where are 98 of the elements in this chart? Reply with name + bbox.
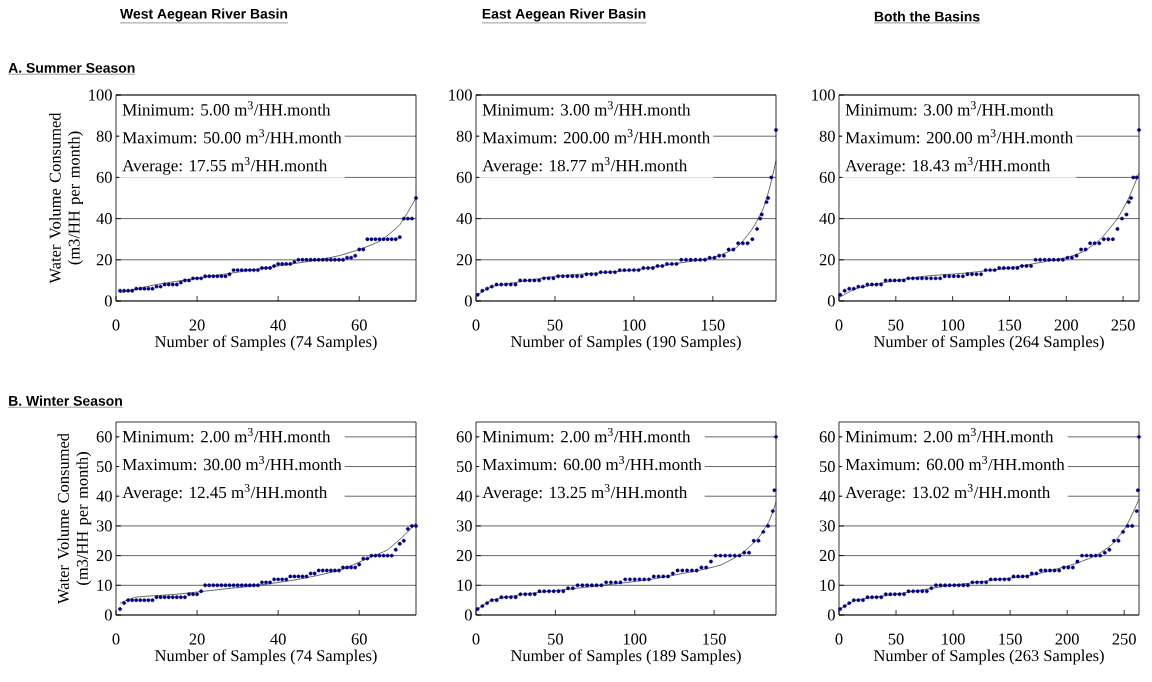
- x-tick-label: 40: [270, 319, 286, 331]
- x-tick-label: 0: [835, 319, 843, 331]
- x-tick-label: 100: [941, 319, 965, 331]
- x-tick-label: 40: [270, 633, 286, 645]
- annotation: Minimum: 3.00 m$^{3}$/HH.month: [845, 101, 1054, 116]
- x-tick-label: 60: [351, 319, 367, 331]
- x-tick-label: 150: [701, 319, 725, 331]
- y-tick-label: 10: [820, 579, 835, 591]
- y-tick-label: 30: [819, 520, 835, 532]
- x-tick-label: 50: [888, 319, 904, 331]
- y-tick-label: 80: [96, 130, 112, 142]
- annotation: Minimum: 3.00 m$^{3}$/HH.month: [482, 101, 691, 116]
- x-axis-title: Number of Samples (263 Samples): [873, 649, 1104, 665]
- annotation: Average: 18.77 m$^{3}$/HH.month: [482, 157, 688, 175]
- y-tick-label: 0: [827, 295, 835, 307]
- x-tick-label: 50: [548, 633, 563, 645]
- annotation: Minimum: 2.00 m$^{3}$/HH.month: [482, 428, 691, 443]
- x-tick-label: 20: [189, 319, 205, 331]
- x-tick-label: 0: [472, 633, 480, 645]
- y-tick-label: 60: [819, 171, 835, 183]
- y-tick-label: 0: [827, 609, 835, 621]
- annotation: Minimum: 2.00 m$^{3}$/HH.month: [845, 428, 1054, 443]
- y-tick-label: 100: [89, 89, 112, 101]
- x-tick-label: 50: [547, 319, 563, 331]
- y-axis-title: Water Volume Consumed (m3/HH per month): [49, 112, 83, 284]
- chart-title: Both the Basins: [874, 11, 980, 22]
- y-tick-label: 0: [464, 609, 472, 621]
- x-tick-label: 250: [1112, 633, 1136, 645]
- y-tick-label: 50: [820, 460, 835, 473]
- y-tick-label: 30: [96, 520, 112, 532]
- x-axis-title: Number of Samples (190 Samples): [510, 335, 741, 351]
- y-tick-label: 10: [457, 579, 472, 591]
- annotation: Average: 17.55 m$^{3}$/HH.month: [122, 157, 328, 175]
- y-tick-label: 40: [819, 490, 835, 502]
- y-tick-label: 40: [819, 213, 835, 225]
- annotation: Maximum: 200.00 m$^{3}$/HH.month: [845, 129, 1074, 144]
- y-tick-label: 60: [96, 431, 112, 443]
- x-tick-label: 0: [112, 319, 120, 331]
- x-tick-label: 100: [623, 633, 647, 645]
- x-axis-title: Number of Samples (189 Samples): [510, 649, 741, 665]
- annotation: Maximum: 50.00 m$^{3}$/HH.month: [122, 129, 342, 144]
- y-axis-title: Water Volume Consumed (m3/HH per month): [57, 433, 92, 604]
- x-tick-label: 60: [351, 633, 367, 645]
- y-tick-label: 40: [456, 213, 472, 225]
- x-tick-label: 250: [1111, 319, 1135, 331]
- x-tick-label: 150: [703, 633, 726, 645]
- x-tick-label: 200: [1054, 319, 1078, 331]
- annotation: Average: 13.02 m$^{3}$/HH.month: [845, 483, 1051, 502]
- y-tick-label: 30: [456, 520, 472, 532]
- annotation: Maximum: 60.00 m$^{3}$/HH.month: [845, 455, 1065, 471]
- y-tick-label: 60: [96, 171, 112, 183]
- annotation: Average: 13.25 m$^{3}$/HH.month: [482, 483, 688, 502]
- y-tick-label: 20: [819, 254, 835, 266]
- chart-subtitle: A. Summer Season: [8, 62, 135, 73]
- y-tick-label: 80: [456, 130, 472, 142]
- y-tick-label: 40: [456, 490, 472, 502]
- y-tick-label: 100: [812, 89, 835, 101]
- chart-title: East Aegean River Basin: [482, 8, 646, 22]
- x-axis-title: Number of Samples (74 Samples): [155, 649, 377, 665]
- annotation: Average: 12.45 m$^{3}$/HH.month: [122, 483, 328, 502]
- y-tick-label: 20: [819, 550, 835, 562]
- y-tick-label: 0: [464, 295, 472, 307]
- x-tick-label: 0: [112, 633, 120, 645]
- x-tick-label: 0: [472, 319, 480, 331]
- y-tick-label: 0: [104, 295, 112, 307]
- annotation: Maximum: 30.00 m$^{3}$/HH.month: [122, 455, 342, 471]
- y-tick-label: 80: [819, 130, 835, 142]
- y-tick-label: 20: [456, 550, 472, 562]
- y-tick-label: 0: [104, 609, 112, 621]
- annotation: Maximum: 200.00 m$^{3}$/HH.month: [482, 129, 710, 144]
- x-axis-title: Number of Samples (264 Samples): [873, 335, 1104, 351]
- annotation: Maximum: 60.00 m$^{3}$/HH.month: [482, 455, 702, 471]
- y-tick-label: 40: [96, 213, 112, 225]
- x-axis-title: Number of Samples (74 Samples): [155, 335, 377, 351]
- y-tick-label: 60: [456, 171, 472, 183]
- y-tick-label: 20: [96, 254, 112, 266]
- x-tick-label: 100: [942, 633, 965, 645]
- x-tick-label: 150: [998, 319, 1022, 331]
- x-tick-label: 0: [835, 633, 843, 645]
- annotation: Average: 18.43 m$^{3}$/HH.month: [845, 157, 1051, 175]
- annotation: Minimum: 2.00 m$^{3}$/HH.month: [122, 428, 331, 443]
- x-tick-label: 200: [1055, 633, 1079, 645]
- x-tick-label: 100: [623, 319, 646, 331]
- y-tick-label: 50: [457, 460, 472, 473]
- chart-title: West Aegean River Basin: [120, 8, 288, 22]
- x-tick-label: 50: [888, 633, 904, 645]
- y-tick-label: 60: [456, 431, 472, 443]
- y-tick-label: 10: [97, 579, 112, 591]
- x-tick-label: 150: [999, 633, 1022, 645]
- y-tick-label: 100: [449, 89, 472, 101]
- x-tick-label: 20: [189, 633, 205, 645]
- y-tick-label: 20: [96, 550, 112, 562]
- y-tick-label: 20: [456, 254, 472, 266]
- y-tick-label: 60: [819, 431, 835, 443]
- annotation: Minimum: 5.00 m$^{3}$/HH.month: [122, 101, 331, 116]
- y-tick-label: 40: [96, 490, 112, 502]
- y-tick-label: 50: [97, 460, 112, 473]
- chart-subtitle: B. Winter Season: [9, 395, 122, 406]
